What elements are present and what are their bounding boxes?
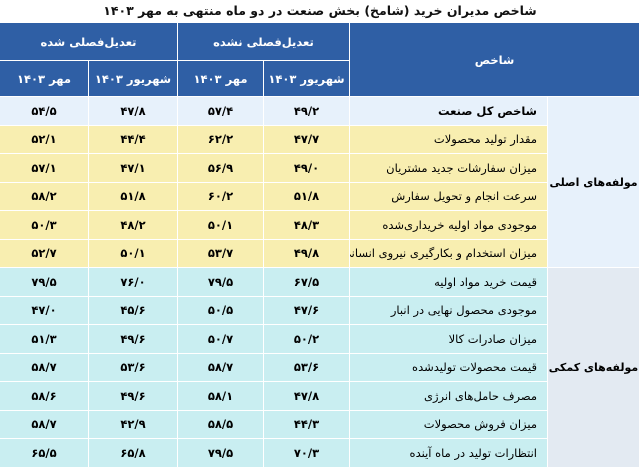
value-cell: ۵۰/۱ (176, 210, 264, 240)
value-cell: ۶۵/۸ (87, 438, 178, 468)
indicator-name: سرعت انجام و تحویل سفارش (348, 181, 549, 211)
value-cell: ۷۹/۵ (0, 267, 89, 297)
indicator-name: موجودی محصول نهایی در انبار (348, 295, 549, 325)
value-cell: ۴۲/۹ (87, 409, 178, 439)
indicator-name: انتظارات تولید در ماه آینده (348, 438, 549, 468)
header-month: مهر ۱۴۰۳ (0, 60, 89, 97)
value-cell: ۵۸/۷ (0, 409, 89, 439)
value-cell: ۷۹/۵ (176, 438, 264, 468)
indicator-name: میزان صادرات کالا (348, 324, 549, 354)
table-row: میزان سفارشات جدید مشتریان ۴۹/۰ ۵۶/۹ ۴۷/۱ ۵۷… (0, 153, 640, 183)
table-row: مولفه‌های کمکی قیمت خرید مواد اولیه ۶۷/۵ ۷۹… (0, 267, 640, 468)
value-cell: ۶۲/۲ (176, 124, 264, 154)
value-cell: ۵۳/۶ (262, 352, 350, 382)
value-cell: ۴۷/۶ (262, 295, 350, 325)
value-cell: ۴۹/۸ (262, 238, 350, 268)
table-row: مصرف حامل‌های انرژی ۴۷/۸ ۵۸/۱ ۴۹/۶ ۵۸/۶ (0, 381, 640, 411)
value-cell: ۴۹/۶ (87, 324, 178, 354)
value-cell: ۵۱/۸ (262, 181, 350, 211)
indicator-name: قیمت خرید مواد اولیه (348, 267, 549, 297)
table-row: میزان استخدام و بکارگیری نیروی انسانی ۴۹/… (0, 238, 640, 268)
value-cell: ۴۷/۸ (262, 381, 350, 411)
indicator-name: میزان فروش محصولات (348, 409, 549, 439)
value-cell: ۴۴/۳ (262, 409, 350, 439)
indicator-name: شاخص کل صنعت (348, 96, 549, 126)
value-cell: ۵۱/۳ (0, 324, 89, 354)
value-cell: ۵۸/۷ (176, 352, 264, 382)
value-cell: ۷۹/۵ (176, 267, 264, 297)
value-cell: ۵۰/۲ (262, 324, 350, 354)
table-row: سرعت انجام و تحویل سفارش ۵۱/۸ ۶۰/۲ ۵۱/۸ ۵۸/۲ (0, 181, 640, 211)
group-label: مولفه‌های کمکی (547, 267, 640, 468)
value-cell: ۴۷/۰ (0, 295, 89, 325)
value-cell: ۵۷/۱ (0, 153, 89, 183)
value-cell: ۵۲/۷ (0, 238, 89, 268)
value-cell: ۶۵/۵ (0, 438, 89, 468)
header-group: تعدیل‌فصلی نشده (176, 22, 350, 61)
value-cell: ۵۲/۱ (0, 124, 89, 154)
value-cell: ۴۷/۱ (87, 153, 178, 183)
indicator-name: قیمت محصولات تولیدشده (348, 352, 549, 382)
value-cell: ۵۰/۳ (0, 210, 89, 240)
value-cell: ۵۰/۷ (176, 324, 264, 354)
header-month: شهریور ۱۴۰۳ (87, 60, 178, 97)
value-cell: ۴۸/۳ (262, 210, 350, 240)
group-label: مولفه‌های اصلی (547, 96, 640, 268)
title: شاخص مدیران خرید (شامخ) بخش صنعت در دو م… (103, 3, 537, 18)
indicator-name: میزان سفارشات جدید مشتریان (348, 153, 549, 183)
table-row: میزان صادرات کالا ۵۰/۲ ۵۰/۷ ۴۹/۶ ۵۱/۳ (0, 324, 640, 354)
indicator-name: مصرف حامل‌های انرژی (348, 381, 549, 411)
value-cell: ۵۴/۵ (0, 96, 89, 126)
header-month: شهریور ۱۴۰۳ (262, 60, 350, 97)
value-cell: ۵۸/۷ (0, 352, 89, 382)
value-cell: ۶۷/۵ (262, 267, 350, 297)
header-month: مهر ۱۴۰۳ (176, 60, 264, 97)
value-cell: ۴۷/۷ (262, 124, 350, 154)
header-indicator: شاخص (348, 22, 640, 97)
table-row: قیمت محصولات تولیدشده ۵۳/۶ ۵۸/۷ ۵۳/۶ ۵۸/۷ (0, 352, 640, 382)
value-cell: ۵۸/۲ (0, 181, 89, 211)
value-cell: ۶۰/۲ (176, 181, 264, 211)
value-cell: ۴۵/۶ (87, 295, 178, 325)
header-group: تعدیل‌فصلی شده (0, 22, 178, 61)
value-cell: ۵۸/۱ (176, 381, 264, 411)
table-row: میزان فروش محصولات ۴۴/۳ ۵۸/۵ ۴۲/۹ ۵۸/۷ (0, 409, 640, 439)
value-cell: ۴۸/۲ (87, 210, 178, 240)
table-row: مقدار تولید محصولات ۴۷/۷ ۶۲/۲ ۴۴/۴ ۵۲/۱ (0, 124, 640, 154)
value-cell: ۴۹/۰ (262, 153, 350, 183)
table-row: انتظارات تولید در ماه آینده ۷۰/۳ ۷۹/۵ ۶۵/۸ ۶… (0, 438, 640, 468)
value-cell: ۵۸/۶ (0, 381, 89, 411)
header-row: شهریور ۱۴۰۳ مهر ۱۴۰۳ شهریور ۱۴۰۳ مهر ۱۴۰۳ (0, 60, 640, 97)
pmi-table: شاخص تعدیل‌فصلی نشده تعدیل‌فصلی شده شهریور … (0, 22, 640, 468)
value-cell: ۷۶/۰ (87, 267, 178, 297)
indicator-name: مقدار تولید محصولات (348, 124, 549, 154)
value-cell: ۵۰/۱ (87, 238, 178, 268)
value-cell: ۵۶/۹ (176, 153, 264, 183)
indicator-name: میزان استخدام و بکارگیری نیروی انسانی (348, 238, 549, 268)
value-cell: ۵۸/۵ (176, 409, 264, 439)
value-cell: ۵۷/۴ (176, 96, 264, 126)
value-cell: ۵۳/۷ (176, 238, 264, 268)
value-cell: ۷۰/۳ (262, 438, 350, 468)
value-cell: ۴۷/۸ (87, 96, 178, 126)
header-row: شاخص تعدیل‌فصلی نشده تعدیل‌فصلی شده (0, 22, 640, 97)
value-cell: ۴۴/۴ (87, 124, 178, 154)
table-row: موجودی محصول نهایی در انبار ۴۷/۶ ۵۰/۵ ۴۵/۶ ۴… (0, 295, 640, 325)
value-cell: ۴۹/۶ (87, 381, 178, 411)
indicator-name: موجودی مواد اولیه خریداری‌شده (348, 210, 549, 240)
table-row: مولفه‌های اصلی شاخص کل صنعت ۴۹/۲ ۵۷/۴ ۴۷/۸ ۵۴… (0, 96, 640, 268)
value-cell: ۵۰/۵ (176, 295, 264, 325)
value-cell: ۴۹/۲ (262, 96, 350, 126)
value-cell: ۵۱/۸ (87, 181, 178, 211)
value-cell: ۵۳/۶ (87, 352, 178, 382)
table-row: موجودی مواد اولیه خریداری‌شده ۴۸/۳ ۵۰/۱ ۴۸/… (0, 210, 640, 240)
